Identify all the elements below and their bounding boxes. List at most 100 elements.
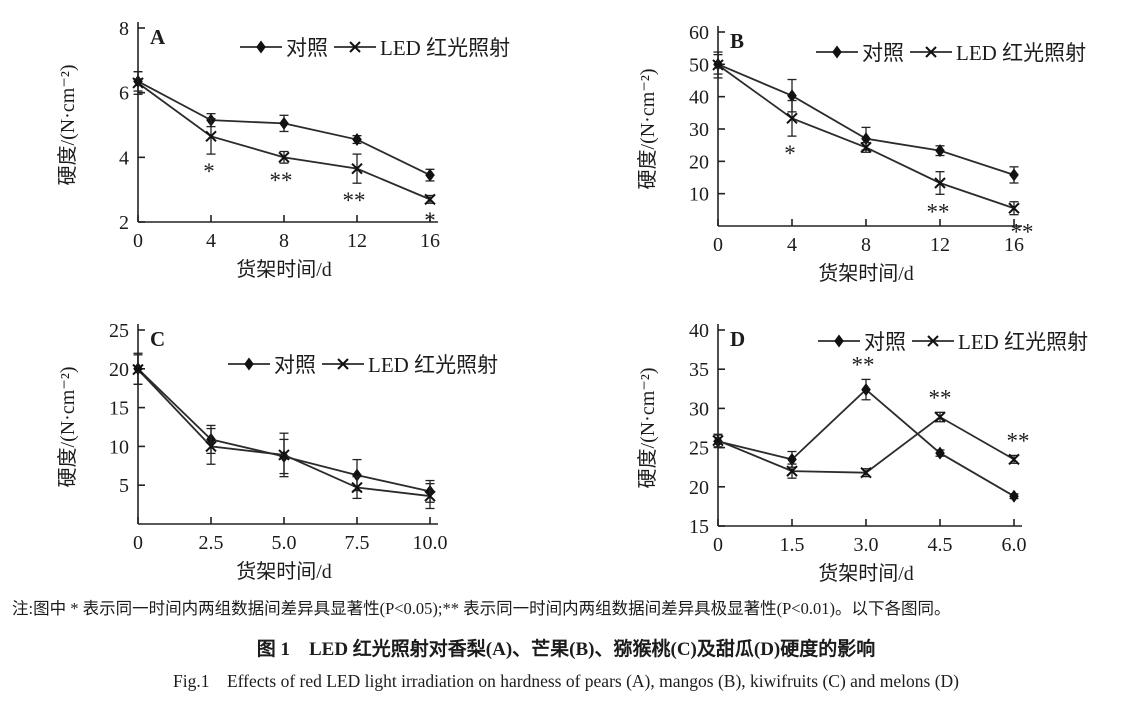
- x-tick-label: 4: [787, 234, 797, 256]
- series-line: [717, 63, 1015, 176]
- series-0-control: [713, 378, 1019, 503]
- y-tick-label: 20: [109, 359, 129, 381]
- data-point-marker: [1009, 168, 1019, 182]
- data-point-marker: [205, 440, 217, 453]
- x-tick-label: 0: [713, 234, 723, 256]
- data-point-marker: [860, 141, 872, 154]
- y-tick-label: 10: [109, 436, 129, 458]
- legend-diamond-marker: [834, 334, 844, 348]
- data-point-marker: [934, 411, 946, 423]
- y-tick-label: 15: [109, 398, 129, 420]
- chart-panel-kiwifruits-C: 5 10 15 20 25 0 2.5 5.0 7.5 10.0 硬度/(N·cm⁻²) 货架时间/d…: [0, 298, 566, 596]
- legend-label-control: 对照: [862, 41, 904, 65]
- legend-x-marker: [337, 358, 349, 370]
- y-tick-label: 40: [689, 87, 709, 109]
- x-tick-label: 6.0: [1002, 534, 1027, 556]
- x-tick-label: 0: [133, 532, 143, 554]
- y-tick-label: 4: [119, 147, 129, 169]
- chart-panel-mangos-B: 10 20 30 40 50 60 0 4 8 12 16 硬度/(N·cm⁻²) 货架时间/d B * **…: [566, 0, 1132, 298]
- x-tick-label: 8: [279, 230, 289, 252]
- figure-caption-en: Fig.1 Effects of red LED light irradiati…: [172, 671, 960, 692]
- data-point-marker: [351, 162, 363, 175]
- legend: 对照 LED 红光照射: [818, 330, 1088, 354]
- significance-note: 注:图中 * 表示同一时间内两组数据间差异具显著性(P<0.05);** 表示同…: [12, 599, 951, 618]
- data-point-marker: [279, 116, 289, 130]
- x-tick-label: 0: [713, 534, 723, 556]
- y-axis-label: 硬度/(N·cm⁻²): [56, 367, 79, 488]
- significance-marker: **: [270, 168, 293, 193]
- series-1-led: [132, 71, 436, 206]
- data-point-marker: [278, 151, 290, 164]
- data-point-marker: [424, 490, 436, 502]
- series-1-led: [132, 354, 436, 510]
- x-tick-label: 5.0: [272, 532, 297, 554]
- significance-marker: **: [1007, 428, 1030, 453]
- legend-diamond-marker: [244, 357, 254, 371]
- y-tick-label: 5: [119, 475, 129, 497]
- x-tick-label: 1.5: [780, 534, 805, 556]
- chart-panel-melons-D: 15 20 25 30 35 40 0 1.5 3.0 4.5 6.0 硬度/(N·cm⁻²) 货架时间…: [566, 298, 1132, 596]
- legend-label-led: LED 红光照射: [368, 353, 498, 377]
- y-tick-label: 8: [119, 18, 129, 40]
- y-axis-label: 硬度/(N·cm⁻²): [636, 368, 659, 489]
- significance-marker: **: [343, 188, 366, 213]
- x-tick-label: 7.5: [345, 532, 370, 554]
- y-tick-label: 40: [689, 320, 709, 342]
- significance-marker: *: [784, 141, 796, 166]
- axes: [137, 22, 438, 223]
- x-axis-label: 货架时间/d: [818, 562, 914, 585]
- data-point-marker: [1008, 453, 1020, 466]
- panel-letter: D: [730, 327, 745, 351]
- axis-labels: 5 10 15 20 25 0 2.5 5.0 7.5 10.0 硬度/(N·cm⁻²) 货架时间/d…: [56, 320, 448, 583]
- legend-label-control: 对照: [864, 330, 906, 354]
- legend-x-marker: [925, 46, 937, 58]
- series-1-led: [712, 411, 1020, 479]
- charts-grid: 2 4 6 8 0 4 8 12 16 硬度/(N·cm⁻²) 货架时间/d A * ** ** * 对照 LED…: [0, 0, 1132, 596]
- legend: 对照 LED 红光照射: [240, 36, 510, 60]
- data-point-marker: [205, 130, 217, 143]
- y-tick-label: 15: [689, 516, 709, 538]
- panel-letter: A: [150, 25, 166, 49]
- legend: 对照 LED 红光照射: [816, 41, 1086, 65]
- y-tick-label: 60: [689, 22, 709, 44]
- data-point-marker: [786, 465, 798, 477]
- data-point-marker: [351, 481, 363, 494]
- x-tick-label: 12: [347, 230, 367, 252]
- series-1-led: [712, 51, 1020, 216]
- significance-marker: **: [927, 199, 950, 224]
- data-point-marker: [934, 177, 946, 189]
- y-axis-label: 硬度/(N·cm⁻²): [56, 65, 79, 186]
- y-tick-label: 20: [689, 151, 709, 173]
- significance-marker: *: [203, 159, 215, 184]
- y-tick-label: 30: [689, 398, 709, 420]
- y-tick-label: 25: [689, 438, 709, 460]
- series-0-control: [133, 71, 435, 182]
- x-tick-label: 2.5: [199, 532, 224, 554]
- data-point-marker: [712, 59, 724, 71]
- x-tick-label: 16: [420, 230, 440, 252]
- legend-label-led: LED 红光照射: [958, 330, 1088, 354]
- legend: 对照 LED 红光照射: [228, 353, 498, 377]
- x-tick-label: 16: [1004, 234, 1024, 256]
- legend-label-control: 对照: [274, 353, 316, 377]
- data-point-marker: [786, 112, 798, 125]
- axis-labels: 10 20 30 40 50 60 0 4 8 12 16 硬度/(N·cm⁻²) 货架时间/d B: [636, 22, 1024, 285]
- significance-marker: **: [1011, 220, 1034, 245]
- data-point-marker: [712, 434, 724, 447]
- x-tick-label: 3.0: [854, 534, 879, 556]
- panel-letter: C: [150, 327, 165, 351]
- x-tick-label: 10.0: [413, 532, 448, 554]
- axis-labels: 15 20 25 30 35 40 0 1.5 3.0 4.5 6.0 硬度/(N·cm⁻²) 货架时间…: [636, 320, 1027, 585]
- series-line: [717, 415, 1015, 474]
- data-point-marker: [935, 446, 945, 460]
- x-axis-label: 货架时间/d: [818, 262, 914, 285]
- data-point-marker: [132, 77, 144, 89]
- data-point-marker: [352, 468, 362, 482]
- legend-x-marker: [927, 335, 939, 347]
- chart-kiwifruits-C: 5 10 15 20 25 0 2.5 5.0 7.5 10.0 硬度/(N·cm⁻²) 货架时间/d…: [56, 320, 498, 583]
- legend-diamond-marker: [832, 45, 842, 59]
- x-axis-label: 货架时间/d: [236, 258, 332, 281]
